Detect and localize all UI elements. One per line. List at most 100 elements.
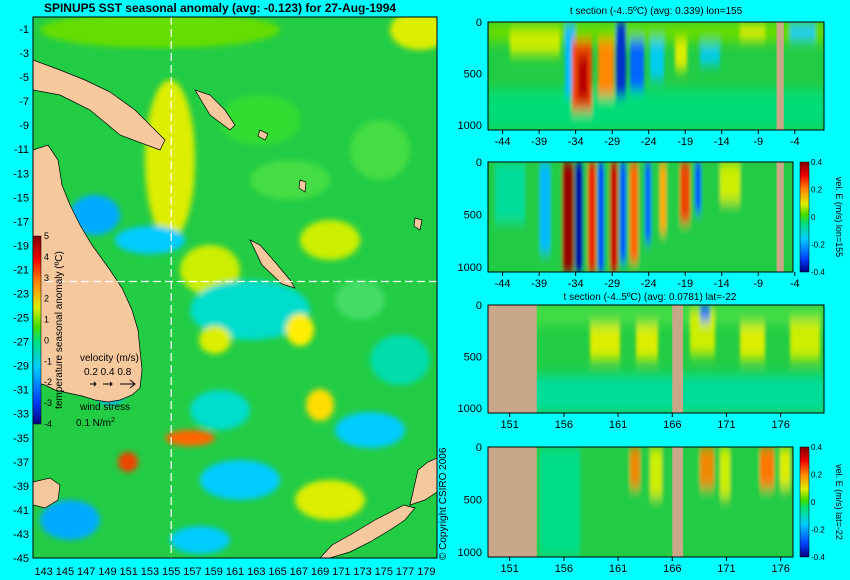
colorbar-tick: -4 bbox=[44, 419, 52, 429]
colorbar-tick: 2 bbox=[44, 294, 49, 304]
y-tick-label: 0 bbox=[476, 300, 482, 312]
lat-tick-label: -41 bbox=[13, 505, 29, 517]
velocity-legend-arrows bbox=[90, 379, 136, 389]
section-land bbox=[488, 305, 537, 413]
colorbar-tick: 4 bbox=[44, 252, 49, 262]
colorbar-tick: 5 bbox=[44, 231, 49, 241]
lon-tick-label: 149 bbox=[98, 566, 116, 578]
nz-south-island-land bbox=[319, 504, 416, 558]
y-tick-label: 0 bbox=[476, 157, 482, 169]
x-tick-label: -39 bbox=[531, 278, 547, 290]
lat-tick-label: -25 bbox=[13, 313, 29, 325]
lon-tick-label: 165 bbox=[268, 566, 286, 578]
solomon-islands-land bbox=[194, 89, 236, 131]
lon-tick-label: 161 bbox=[226, 566, 244, 578]
x-tick-label: 166 bbox=[663, 419, 681, 431]
lat-tick-label: -27 bbox=[13, 337, 29, 349]
y-tick-label: 500 bbox=[464, 68, 482, 80]
x-tick-label: -24 bbox=[641, 136, 657, 148]
panel-title: t section (-4..5ºC) (avg: 0.339) lon=155 bbox=[570, 6, 743, 17]
y-tick-label: 0 bbox=[476, 17, 482, 29]
lat-tick-label: -37 bbox=[13, 457, 29, 469]
x-tick-label: -29 bbox=[604, 136, 620, 148]
lat-tick-label: -35 bbox=[13, 433, 29, 445]
x-tick-label: 171 bbox=[717, 419, 735, 431]
x-tick-label: 176 bbox=[771, 419, 789, 431]
lon-tick-label: 173 bbox=[353, 566, 371, 578]
vel-colorbar-tick: -0.4 bbox=[811, 268, 825, 277]
vel-colorbar bbox=[799, 446, 810, 558]
map-colorbar bbox=[32, 235, 42, 425]
y-tick-label: 0 bbox=[476, 442, 482, 454]
x-tick-label: -19 bbox=[677, 278, 693, 290]
y-tick-label: 1000 bbox=[458, 262, 482, 274]
tasmania-land bbox=[33, 477, 61, 509]
lat-tick-label: -31 bbox=[13, 385, 29, 397]
lat-tick-label: -45 bbox=[13, 553, 29, 565]
x-tick-label: -14 bbox=[714, 136, 730, 148]
vel-colorbar-tick: 0 bbox=[811, 498, 816, 507]
x-tick-label: -24 bbox=[641, 278, 657, 290]
vel-colorbar-tick: -0.2 bbox=[811, 241, 825, 250]
lat-tick-label: -13 bbox=[13, 168, 29, 180]
island-land bbox=[257, 129, 269, 141]
vel-colorbar-tick: 0.2 bbox=[811, 186, 823, 195]
lat-tick-label: -11 bbox=[14, 144, 29, 156]
vel-colorbar-tick: 0 bbox=[811, 213, 816, 222]
colorbar-tick: 0 bbox=[44, 335, 49, 345]
lon-tick-label: 171 bbox=[332, 566, 350, 578]
lon-tick-label: 159 bbox=[205, 566, 223, 578]
lat-tick-label: -1 bbox=[19, 24, 29, 36]
colorbar-tick: -1 bbox=[44, 356, 52, 366]
map-colorbar-ticks: 5 4 3 2 1 0 -1 -2 -3 -4 bbox=[44, 231, 52, 429]
section-land bbox=[488, 447, 537, 557]
x-tick-label: 151 bbox=[500, 563, 518, 575]
colorbar-tick: 1 bbox=[44, 315, 49, 325]
panel-title: t section (-4..5ºC) (avg: 0.0781) lat=-2… bbox=[564, 292, 737, 303]
lat-tick-label: -17 bbox=[13, 216, 29, 228]
x-tick-label: 161 bbox=[609, 563, 627, 575]
section-land bbox=[672, 305, 684, 413]
vel-colorbar-tick: 0.4 bbox=[811, 158, 823, 167]
wind-legend-title: wind stress bbox=[79, 402, 130, 413]
lat-tick-label: -7 bbox=[19, 96, 29, 108]
colorbar-tick: 3 bbox=[44, 273, 49, 283]
x-tick-label: -9 bbox=[753, 278, 763, 290]
lat-tick-label: -23 bbox=[13, 289, 29, 301]
velocity-legend-scale: 0.2 0.4 0.8 bbox=[84, 367, 132, 378]
x-tick-label: -14 bbox=[714, 278, 730, 290]
vel-colorbar-tick: 0.4 bbox=[811, 443, 823, 452]
y-tick-label: 1000 bbox=[458, 547, 482, 559]
lon-tick-label: 177 bbox=[396, 566, 414, 578]
lat-tick-label: -43 bbox=[13, 529, 29, 541]
panel-vel-lon155: -44 -39 -34 -29 -24 -19 -14 -9 -4 0 500 1000 0.4 0.… bbox=[458, 157, 844, 290]
vel-label: vel. E (m/s) lat=-22 bbox=[834, 464, 844, 540]
x-tick-label: -34 bbox=[568, 136, 584, 148]
vel-colorbar-tick: -0.4 bbox=[811, 553, 825, 562]
sst-map bbox=[32, 16, 438, 559]
x-tick-label: -44 bbox=[495, 136, 511, 148]
x-tick-label: -9 bbox=[753, 136, 763, 148]
map-lat-axis: -1 -3 -5 -7 -9 -11 -13 -15 -17 -19 -21 -23 -25 -27 -29… bbox=[13, 24, 29, 565]
vel-colorbar-tick: -0.2 bbox=[811, 526, 825, 535]
x-tick-label: -39 bbox=[531, 136, 547, 148]
lon-tick-label: 153 bbox=[141, 566, 159, 578]
section-land bbox=[672, 447, 684, 557]
y-tick-label: 500 bbox=[464, 351, 482, 363]
section-land bbox=[776, 162, 784, 272]
copyright: © Copyright CSIRO 2006 bbox=[438, 447, 449, 560]
lat-tick-label: -21 bbox=[13, 264, 29, 276]
lon-tick-label: 145 bbox=[56, 566, 74, 578]
lat-tick-label: -39 bbox=[13, 481, 29, 493]
x-tick-label: -44 bbox=[495, 278, 511, 290]
colorbar-tick: -2 bbox=[44, 377, 52, 387]
x-tick-label: 151 bbox=[500, 419, 518, 431]
x-tick-label: -4 bbox=[790, 278, 800, 290]
colorbar-label: temperature seasonal anomaly (ºC) bbox=[54, 251, 65, 409]
lon-tick-label: 179 bbox=[417, 566, 435, 578]
panel-temp-lat22: t section (-4..5ºC) (avg: 0.0781) lat=-2… bbox=[458, 292, 825, 431]
lon-tick-label: 167 bbox=[290, 566, 308, 578]
x-tick-label: 166 bbox=[663, 563, 681, 575]
australia-land bbox=[33, 144, 143, 403]
